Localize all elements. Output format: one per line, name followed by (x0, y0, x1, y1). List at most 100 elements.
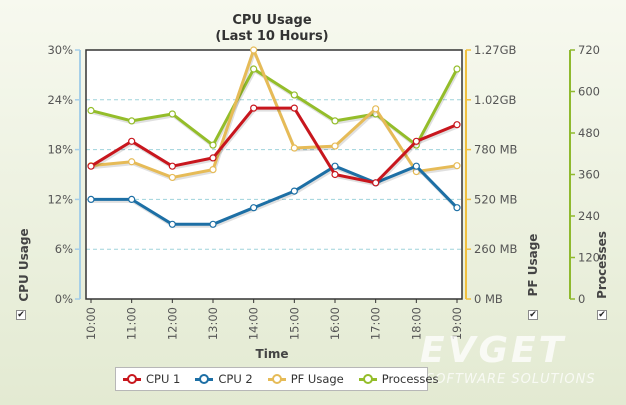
watermark-logo: EVGET (420, 330, 567, 371)
series-group (87, 46, 461, 228)
series-pf-usage (87, 46, 461, 182)
data-point[interactable] (372, 105, 380, 113)
series-cpu-1 (87, 104, 461, 187)
data-point[interactable] (453, 65, 461, 73)
data-point[interactable] (87, 106, 95, 115)
watermark-tagline: SOFTWARE SOLUTIONS (426, 372, 596, 387)
data-point[interactable] (128, 117, 136, 125)
plot-border (85, 49, 463, 300)
legend-marker-icon (194, 373, 214, 385)
pf-usage-axis-checkbox[interactable]: ✔ (528, 310, 538, 320)
data-point[interactable] (168, 110, 176, 118)
series-cpu-2 (87, 162, 461, 228)
y-tick-label: 120 (578, 251, 600, 265)
data-point[interactable] (128, 158, 136, 166)
y-tick-label: 360 (578, 168, 600, 182)
data-point[interactable] (331, 117, 339, 125)
x-tick-label: 16:00 (328, 307, 342, 340)
axes: 0% 6% 12% 18% 24% 30% CPU Usage 0 MB 260 MB 520 M… (17, 43, 609, 306)
y-tick-label: 6% (55, 242, 73, 256)
data-point[interactable] (209, 220, 217, 228)
legend-label: PF Usage (290, 372, 344, 386)
x-tick-label: 14:00 (247, 307, 261, 340)
y-tick-label: 600 (578, 85, 600, 99)
data-point[interactable] (412, 137, 420, 145)
data-point[interactable] (128, 195, 136, 203)
series-line (90, 67, 459, 147)
data-point[interactable] (168, 173, 176, 182)
legend-item-processes[interactable]: Processes (358, 372, 439, 386)
y-tick-label: 18% (47, 143, 73, 157)
x-tick-label: 11:00 (125, 307, 139, 340)
legend-label: CPU 2 (218, 372, 253, 386)
data-point[interactable] (168, 162, 176, 170)
series-processes (87, 65, 461, 150)
x-tick-label: 12:00 (165, 307, 179, 340)
data-point[interactable] (331, 162, 339, 170)
legend-item-cpu-1[interactable]: CPU 1 (122, 372, 180, 386)
legend-marker-icon (358, 373, 378, 385)
series-line (91, 164, 459, 226)
x-axis-ticks: 10:00 11:00 12:00 13:00 14:00 15:00 16:00 17:00… (84, 299, 464, 340)
y-tick-label: 0 (578, 292, 585, 306)
y-tick-label: 30% (47, 43, 73, 57)
legend: CPU 1 CPU 2 PF Usage Processes (115, 367, 438, 391)
x-tick-label: 13:00 (206, 307, 220, 340)
y-tick-label: 0% (55, 292, 73, 306)
legend-item-pf-usage[interactable]: PF Usage (267, 372, 344, 386)
data-point[interactable] (250, 65, 258, 73)
y-tick-label: 780 MB (474, 143, 518, 157)
x-tick-label: 17:00 (369, 307, 383, 340)
data-point[interactable] (290, 91, 298, 99)
y-tick-label: 260 MB (474, 242, 518, 256)
data-point[interactable] (168, 220, 176, 228)
data-point[interactable] (209, 165, 217, 174)
chart-title: CPU Usage (232, 13, 312, 28)
data-point[interactable] (87, 195, 95, 203)
y-tick-label: 24% (47, 93, 73, 107)
series-line (90, 48, 458, 179)
x-tick-label: 19:00 (450, 307, 464, 340)
legend-label: Processes (381, 372, 439, 386)
data-point[interactable] (209, 154, 217, 162)
legend-marker-icon (267, 373, 287, 385)
data-point[interactable] (372, 179, 380, 187)
x-tick-label: 15:00 (287, 307, 301, 340)
y-axis-title-1: PF Usage (526, 234, 540, 297)
data-point[interactable] (250, 104, 258, 112)
data-point[interactable] (290, 104, 298, 112)
x-tick-label: 10:00 (84, 307, 98, 340)
data-point[interactable] (331, 142, 339, 150)
legend-marker-icon (122, 373, 142, 385)
data-point[interactable] (412, 162, 420, 170)
y-axis-title-0: CPU Usage (17, 228, 31, 301)
y-tick-label: 480 (578, 126, 600, 140)
data-point[interactable] (250, 46, 258, 54)
y-tick-label: 720 (578, 43, 600, 57)
y-tick-label: 240 (578, 209, 600, 223)
series-line (90, 106, 458, 185)
x-tick-label: 18:00 (409, 307, 423, 340)
data-point[interactable] (290, 144, 298, 152)
y-axis-title-2: Processes (595, 231, 609, 299)
cpu-usage-axis-checkbox[interactable]: ✔ (16, 310, 26, 320)
data-point[interactable] (290, 187, 298, 195)
x-axis-title: Time (256, 347, 289, 361)
y-tick-label: 1.02GB (474, 93, 517, 107)
data-point[interactable] (453, 204, 461, 212)
y-tick-label: 0 MB (474, 292, 503, 306)
processes-axis-checkbox[interactable]: ✔ (597, 310, 607, 320)
chart-subtitle: (Last 10 Hours) (215, 29, 328, 44)
data-point[interactable] (209, 141, 217, 149)
data-point[interactable] (453, 121, 461, 129)
data-point[interactable] (250, 204, 258, 212)
y-tick-label: 520 MB (474, 192, 518, 206)
y-tick-label: 1.27GB (474, 43, 517, 57)
data-point[interactable] (87, 162, 95, 170)
data-point[interactable] (128, 137, 136, 145)
data-point[interactable] (331, 170, 339, 179)
data-point[interactable] (453, 162, 461, 170)
legend-item-cpu-2[interactable]: CPU 2 (194, 372, 253, 386)
legend-label: CPU 1 (146, 372, 181, 386)
